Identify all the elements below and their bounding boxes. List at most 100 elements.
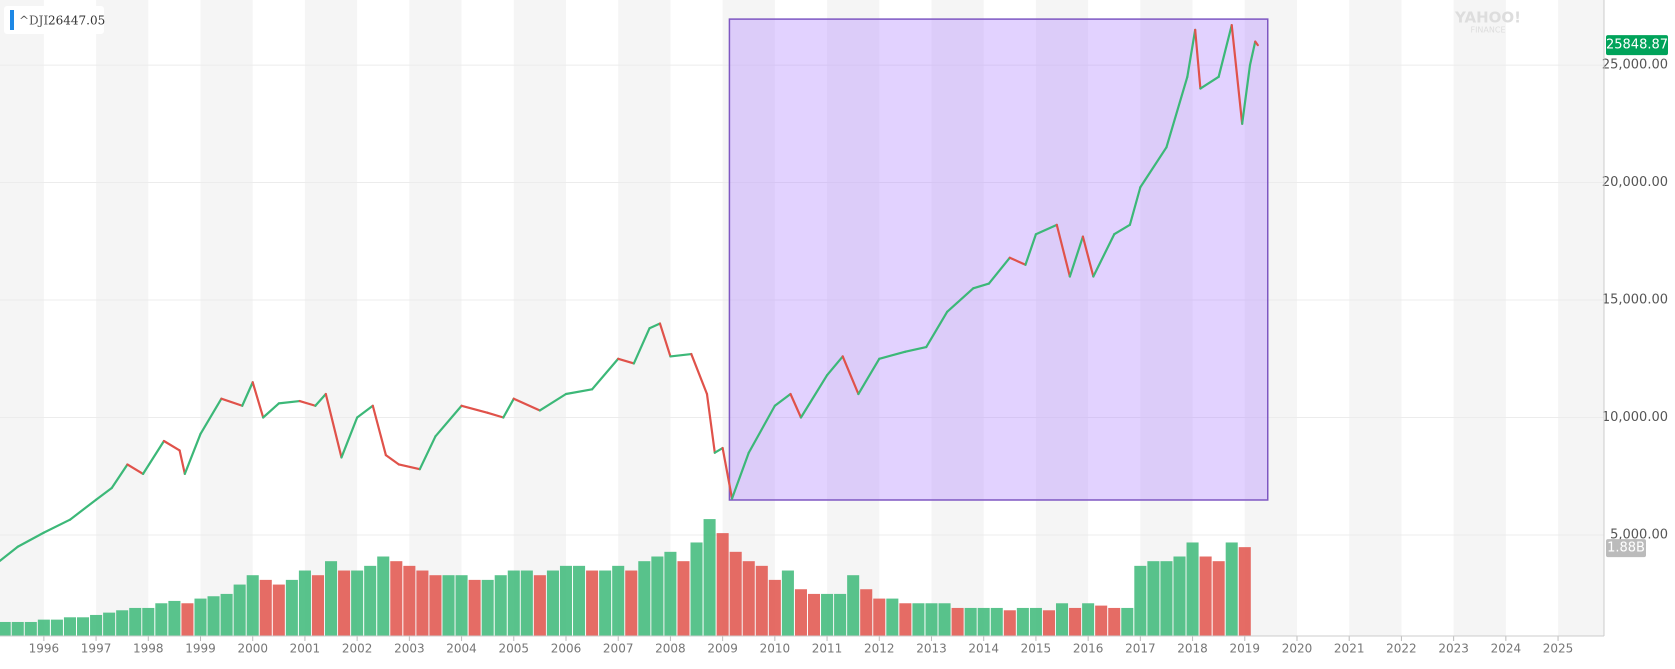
year-stripe bbox=[200, 0, 253, 636]
volume-bar bbox=[455, 575, 468, 636]
volume-bar bbox=[1121, 607, 1134, 636]
price-segment bbox=[972, 282, 991, 290]
year-stripe bbox=[304, 0, 358, 636]
volume-bar bbox=[11, 621, 24, 636]
volume-bar bbox=[586, 570, 599, 636]
year-stripes bbox=[0, 0, 1604, 636]
x-tick-label: 2002 bbox=[342, 642, 373, 656]
volume-bar bbox=[311, 575, 325, 636]
price-segment bbox=[730, 451, 750, 500]
volume-tag-label: 1.88B bbox=[1607, 541, 1645, 556]
price-segment bbox=[1230, 24, 1244, 125]
watermark: FINANCE bbox=[1470, 26, 1505, 35]
volume-bar bbox=[220, 593, 233, 636]
volume-bar bbox=[677, 561, 690, 636]
price-segment bbox=[1165, 75, 1189, 149]
price-segment bbox=[773, 392, 792, 407]
year-stripe bbox=[0, 0, 44, 636]
price-segment bbox=[1199, 75, 1220, 90]
x-tick-label: 1996 bbox=[29, 642, 60, 656]
axes: 5,000.00 10,000.00 15,000.00 20,000.00 25,00… bbox=[0, 0, 1668, 656]
x-tick-label: 2022 bbox=[1386, 642, 1417, 656]
price-segment bbox=[68, 498, 98, 521]
volume-bar bbox=[664, 551, 677, 636]
volume-bar bbox=[1055, 603, 1069, 636]
x-tick-label: 2016 bbox=[1073, 642, 1104, 656]
volume-bar bbox=[1095, 605, 1108, 636]
volume-bar bbox=[559, 565, 573, 636]
volume-bar bbox=[625, 570, 638, 636]
price-segment bbox=[298, 399, 317, 407]
volume-bar bbox=[755, 565, 768, 636]
year-stripe bbox=[1140, 0, 1193, 636]
volume-bar bbox=[1173, 556, 1186, 636]
price-segment bbox=[946, 287, 975, 313]
price-segment bbox=[199, 397, 223, 436]
volume-bar bbox=[1069, 607, 1082, 636]
x-tick-label: 2012 bbox=[864, 642, 895, 656]
x-tick-label: 2007 bbox=[603, 642, 634, 656]
price-segment bbox=[721, 446, 734, 500]
price-segment bbox=[16, 531, 45, 548]
volume-bar bbox=[272, 584, 285, 636]
y-tick-label: 5,000.00 bbox=[1610, 527, 1668, 542]
ticker-symbol: ^DJI bbox=[19, 14, 48, 28]
x-tick-label: 2008 bbox=[655, 642, 686, 656]
price-segment bbox=[277, 399, 301, 405]
x-tick-label: 2009 bbox=[707, 642, 738, 656]
volume-bar bbox=[429, 575, 442, 636]
x-tick-label: 2000 bbox=[237, 642, 268, 656]
price-segment bbox=[1081, 235, 1095, 278]
volume-bar bbox=[50, 619, 63, 636]
volume-bar bbox=[194, 598, 207, 636]
last-price-label: 25848.87 bbox=[1606, 38, 1668, 53]
volume-bar bbox=[233, 584, 246, 636]
year-stripe bbox=[931, 0, 984, 636]
volume-bar bbox=[1147, 561, 1160, 636]
price-segment bbox=[1241, 63, 1252, 125]
volume-bar bbox=[807, 593, 821, 636]
x-tick-label: 2015 bbox=[1021, 642, 1052, 656]
volume-bar bbox=[103, 612, 116, 636]
volume-bar bbox=[781, 570, 794, 636]
price-segment bbox=[251, 381, 265, 419]
volume-bar bbox=[1134, 565, 1147, 636]
volume-bar bbox=[1160, 561, 1173, 636]
volume-bar bbox=[246, 575, 259, 636]
price-segment bbox=[878, 350, 907, 360]
x-tick-label: 2013 bbox=[916, 642, 947, 656]
volume-bar bbox=[63, 617, 76, 636]
volume-bar bbox=[873, 598, 886, 636]
price-segment bbox=[1186, 28, 1197, 78]
price-segment bbox=[747, 404, 776, 454]
price-segment bbox=[658, 322, 672, 358]
ticker-box[interactable] bbox=[4, 6, 104, 34]
year-stripe bbox=[96, 0, 149, 636]
volume-bar bbox=[468, 579, 481, 636]
price-segment bbox=[690, 352, 709, 396]
price-segment bbox=[42, 518, 72, 534]
price-segment bbox=[1034, 223, 1058, 236]
price-segment bbox=[564, 388, 594, 396]
volume-bar bbox=[416, 570, 429, 636]
volume-bar bbox=[494, 575, 507, 636]
x-tick-label: 2010 bbox=[760, 642, 791, 656]
volume-bar bbox=[142, 607, 155, 636]
price-segment bbox=[669, 352, 693, 358]
volume-bar bbox=[847, 575, 860, 636]
price-segment bbox=[356, 404, 374, 419]
volume-bar bbox=[403, 565, 416, 636]
volume-bar bbox=[24, 621, 37, 636]
volume-bar bbox=[259, 579, 272, 636]
price-segment bbox=[141, 439, 166, 475]
price-segment bbox=[538, 392, 568, 412]
volume-bar bbox=[0, 621, 11, 636]
price-segment bbox=[1139, 146, 1168, 189]
price-segment bbox=[486, 411, 505, 419]
volume-bar bbox=[116, 610, 129, 636]
price-segment bbox=[1092, 233, 1116, 278]
volume-bar bbox=[729, 551, 742, 636]
volume-tag bbox=[1606, 539, 1646, 558]
volume-bar bbox=[573, 565, 586, 636]
